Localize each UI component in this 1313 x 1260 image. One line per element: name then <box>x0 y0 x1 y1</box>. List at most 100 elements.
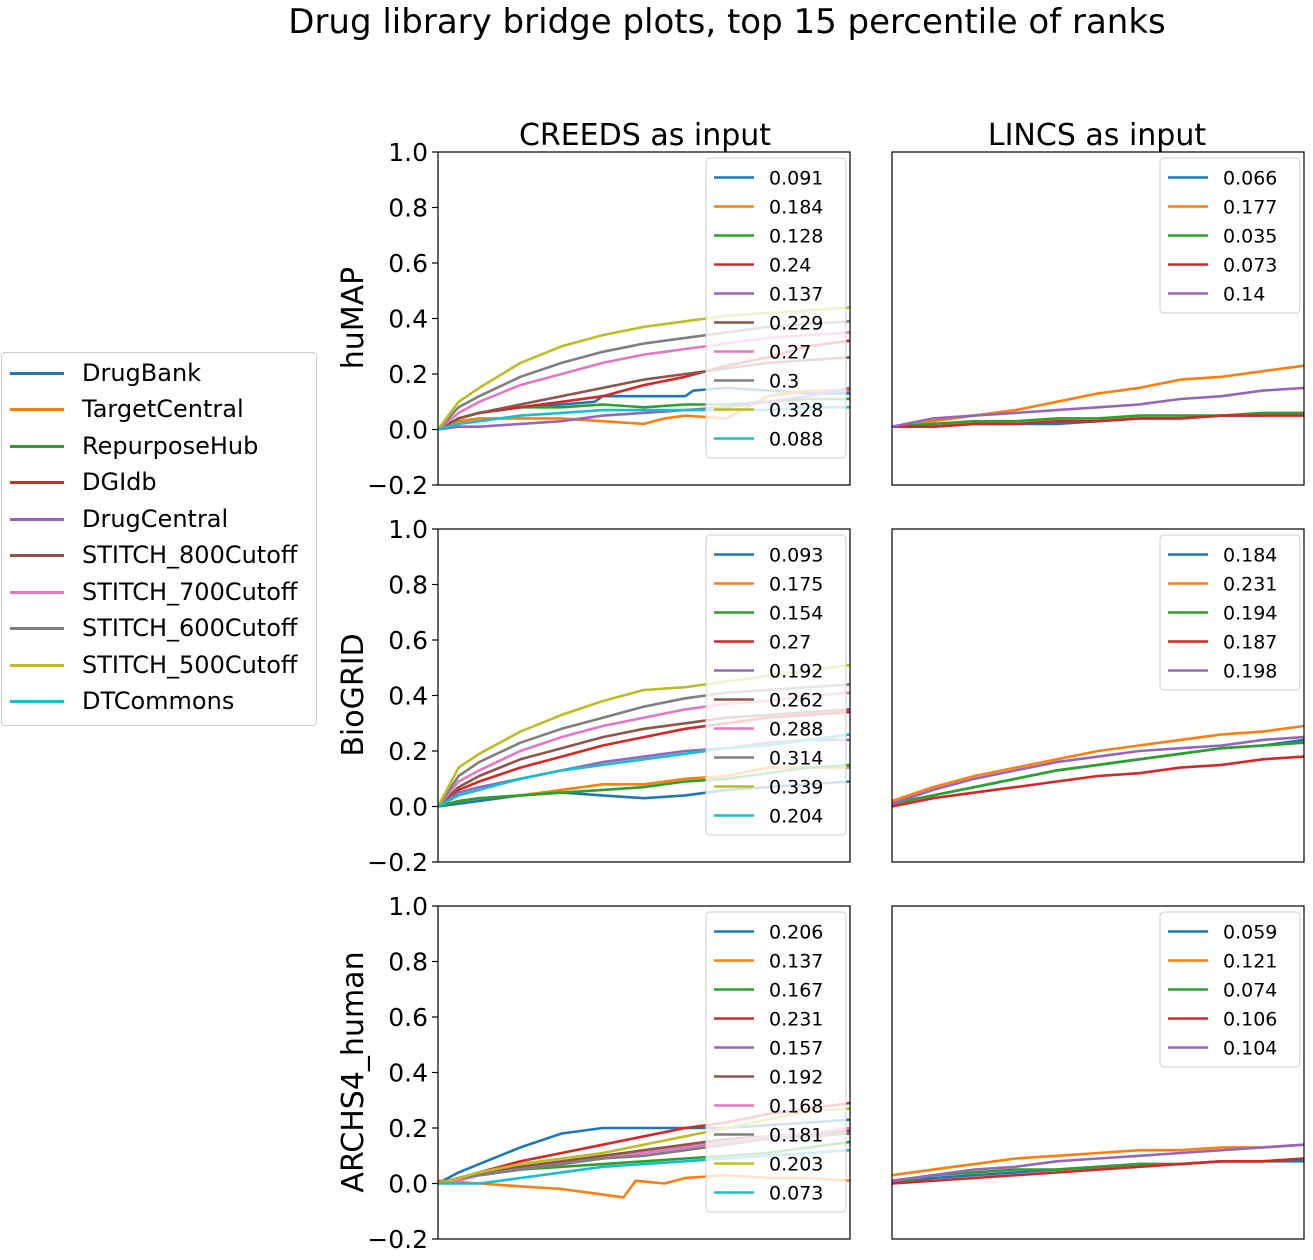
legend-item-drugcentral: DrugCentral <box>10 501 228 537</box>
panel-legend-label: 0.184 <box>769 197 823 219</box>
y-tick-label: 0.4 <box>388 305 428 334</box>
panel-legend: 0.066 0.177 0.035 0.073 0.14 <box>1159 157 1301 314</box>
panel-legend-label: 0.104 <box>1223 1038 1277 1060</box>
plot-frame <box>891 905 1305 1240</box>
series-line <box>892 741 1304 805</box>
panel-legend-label: 0.073 <box>769 1183 823 1205</box>
panel-legend-label: 0.192 <box>769 661 823 683</box>
y-tick-label: 0.8 <box>388 571 428 600</box>
legend-item-stitch-700: STITCH_700Cutoff <box>10 574 297 610</box>
row-label-archs4: ARCHS4_human <box>336 951 371 1192</box>
panel-legend-label: 0.059 <box>1223 922 1277 944</box>
legend-item-stitch-500: STITCH_500Cutoff <box>10 647 297 683</box>
panel-legend-label: 0.203 <box>769 1154 823 1176</box>
panel-legend-label: 0.314 <box>769 748 823 770</box>
panel-legend-label: 0.088 <box>769 429 823 451</box>
panel-legend-frame <box>705 534 847 836</box>
panel-legend-label: 0.231 <box>1223 574 1277 596</box>
panel-humap-lincs: 0.066 0.177 0.035 0.073 0.14 <box>891 151 1305 486</box>
panel-legend-label: 0.066 <box>1223 168 1277 190</box>
panel-legend-label: 0.27 <box>769 632 811 654</box>
series-line <box>892 1143 1304 1177</box>
panel-humap-creeds: 1.0 0.8 0.6 0.4 0.2 0.0 −0.2 0.091 0.184 0.128 0.2… <box>367 138 851 500</box>
panel-legend-label: 0.187 <box>1223 632 1277 654</box>
panel-legend-label: 0.137 <box>769 951 823 973</box>
y-tick-label: 0.6 <box>388 249 428 278</box>
y-tick-label: 0.0 <box>388 416 428 445</box>
panel-legend-label: 0.154 <box>769 603 823 625</box>
panel-legend-label: 0.106 <box>1223 1009 1277 1031</box>
panel-biogrid-creeds: 1.0 0.8 0.6 0.4 0.2 0.0 −0.2 0.093 0.175 0.154 0.2… <box>367 515 851 877</box>
panel-legend-label: 0.121 <box>1223 951 1277 973</box>
legend-label: DrugCentral <box>82 505 229 533</box>
series-group <box>892 1143 1304 1185</box>
y-tick-label: 0.2 <box>388 1114 428 1143</box>
panel-legend-label: 0.194 <box>1223 603 1277 625</box>
panel-legend-label: 0.184 <box>1223 545 1277 567</box>
series-group <box>892 364 1304 428</box>
panel-legend-frame <box>705 911 847 1213</box>
row-label-biogrid: BioGRID <box>336 633 371 756</box>
y-tick-label: 0.0 <box>388 793 428 822</box>
panel-legend-frame <box>1159 534 1301 691</box>
figure-legend: DrugBank TargetCentral RepurposeHub DGId… <box>1 352 317 726</box>
legend-swatch <box>10 663 64 667</box>
row-label-humap: huMAP <box>336 267 371 370</box>
y-tick-label: 0.6 <box>388 1003 428 1032</box>
column-title-creeds: CREEDS as input <box>519 118 771 153</box>
y-tick-label: 0.4 <box>388 1059 428 1088</box>
legend-swatch <box>10 371 64 375</box>
legend-label: STITCH_800Cutoff <box>82 541 298 569</box>
series-line <box>892 386 1304 428</box>
series-line <box>892 724 1304 803</box>
panel-legend-frame <box>1159 157 1301 314</box>
series-line <box>892 735 1304 805</box>
y-tick-label: −0.2 <box>367 1225 428 1254</box>
panel-archs4_human-lincs: 0.059 0.121 0.074 0.106 0.104 <box>891 905 1305 1240</box>
panel-legend: 0.091 0.184 0.128 0.24 0.137 0.229 0.27 0.3 0.32… <box>705 157 847 459</box>
panel-legend-label: 0.262 <box>769 690 823 712</box>
y-tick-label: 0.0 <box>388 1170 428 1199</box>
panel-legend-label: 0.128 <box>769 226 823 248</box>
panel-archs4_human-creeds: 1.00.80.60.40.20.0−0.20.2060.1370.1670.2… <box>367 892 851 1254</box>
panel-legend-label: 0.328 <box>769 400 823 422</box>
y-tick-label: 1.0 <box>388 138 428 167</box>
panel-legend-frame <box>1159 911 1301 1068</box>
y-tick-label: −0.2 <box>367 848 428 877</box>
panel-legend-label: 0.168 <box>769 1096 823 1118</box>
y-tick-label: 0.8 <box>388 948 428 977</box>
legend-item-targetcentral: TargetCentral <box>10 391 244 427</box>
legend-item-stitch-600: STITCH_600Cutoff <box>10 610 297 646</box>
panel-legend-label: 0.198 <box>1223 661 1277 683</box>
legend-label: DGIdb <box>82 468 157 496</box>
series-line <box>892 414 1304 428</box>
panel-legend: 0.184 0.231 0.194 0.187 0.198 <box>1159 534 1301 691</box>
panel-legend: 0.059 0.121 0.074 0.106 0.104 <box>1159 911 1301 1068</box>
panel-legend: 0.093 0.175 0.154 0.27 0.192 0.262 0.288 0.314 0… <box>705 534 847 836</box>
column-title-lincs: LINCS as input <box>988 118 1206 153</box>
series-line <box>892 1157 1304 1185</box>
panel-legend-label: 0.229 <box>769 313 823 335</box>
y-tick-label: 0.6 <box>388 626 428 655</box>
panel-biogrid-lincs: 0.184 0.231 0.194 0.187 0.198 <box>891 528 1305 863</box>
series-line <box>892 1143 1304 1182</box>
legend-swatch <box>10 626 64 630</box>
legend-swatch <box>10 699 64 703</box>
panel-legend-label: 0.288 <box>769 719 823 741</box>
panel-legend-label: 0.157 <box>769 1038 823 1060</box>
legend-label: RepurposeHub <box>82 432 259 460</box>
panel-grid: 1.0 0.8 0.6 0.4 0.2 0.0 −0.2 0.091 0.184 0.128 0.2… <box>367 138 1305 1254</box>
legend-swatch <box>10 444 64 448</box>
legend-swatch <box>10 553 64 557</box>
panel-legend-label: 0.091 <box>769 168 823 190</box>
panel-legend-label: 0.175 <box>769 574 823 596</box>
legend-item-drugbank: DrugBank <box>10 355 201 391</box>
panel-legend-label: 0.206 <box>769 922 823 944</box>
legend-item-dtcommons: DTCommons <box>10 683 234 719</box>
panel-legend-label: 0.181 <box>769 1125 823 1147</box>
legend-swatch <box>10 407 64 411</box>
panel-legend-label: 0.177 <box>1223 197 1277 219</box>
panel-legend: 0.206 0.137 0.167 0.231 0.157 0.192 0.168 0.181… <box>705 911 847 1213</box>
panel-legend-label: 0.035 <box>1223 226 1277 248</box>
legend-item-repurposehub: RepurposeHub <box>10 428 258 464</box>
